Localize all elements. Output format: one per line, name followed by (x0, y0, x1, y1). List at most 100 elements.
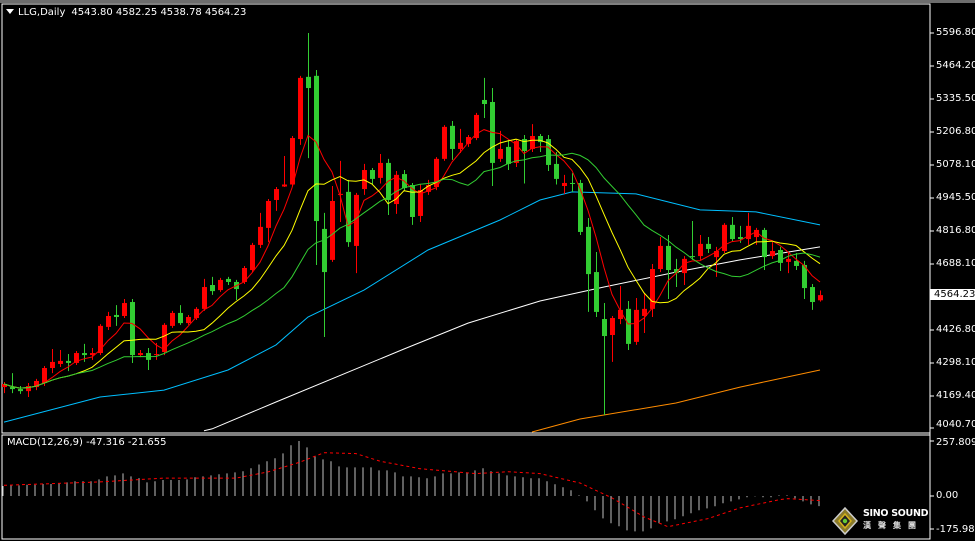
candle-down (234, 279, 239, 300)
ma-10-line (3, 138, 821, 389)
candle-body (730, 224, 735, 240)
candle-body (674, 269, 679, 274)
candle-up (282, 156, 287, 188)
candle-up (98, 324, 103, 356)
candle-down (626, 301, 631, 350)
candle-up (274, 187, 279, 211)
candle-up (26, 382, 31, 397)
candle-down (586, 217, 591, 312)
candle-up (442, 125, 447, 161)
macd-tick: 0.00 (936, 490, 959, 501)
macd-panel-frame (1, 434, 931, 540)
candle-body (442, 126, 447, 159)
candle-down (490, 88, 495, 187)
candle-body (450, 125, 455, 149)
candle-up (298, 75, 303, 145)
candles (2, 32, 823, 415)
candle-down (810, 283, 815, 310)
candle-body (458, 142, 463, 149)
candle-body (770, 250, 775, 257)
candle-up (642, 292, 647, 333)
candle-up (106, 311, 111, 330)
candle-down (706, 237, 711, 254)
candle-up (458, 128, 463, 154)
candle-body (586, 226, 591, 275)
candle-body (314, 75, 319, 222)
candle-up (90, 347, 95, 360)
candle-body (282, 184, 287, 187)
ma-20-line (3, 152, 821, 389)
candle-body (306, 76, 311, 89)
candle-down (114, 305, 119, 326)
candle-up (162, 323, 167, 356)
candle-body (154, 354, 159, 356)
candle-body (50, 361, 55, 369)
candle-body (226, 278, 231, 282)
candle-body (210, 285, 215, 292)
price-tick: 5335.50 (936, 93, 975, 104)
logo-text: SINO SOUND (863, 508, 929, 519)
candle-body (434, 158, 439, 188)
candle-body (754, 229, 759, 238)
ma-5-line (3, 129, 821, 389)
candle-body (626, 308, 631, 344)
candle-up (722, 223, 727, 254)
candle-body (562, 182, 567, 187)
candle-body (194, 308, 199, 319)
candle-body (602, 319, 607, 337)
candle-up (378, 154, 383, 184)
axis-ticks (929, 4, 934, 539)
candle-body (426, 184, 431, 192)
candle-up (394, 171, 399, 214)
candle-body (338, 193, 343, 195)
candle-up (266, 198, 271, 243)
candle-body (114, 314, 119, 317)
ma-120-line (203, 246, 821, 432)
candle-up (418, 184, 423, 223)
candle-up (218, 277, 223, 292)
macd-tick: 257.809 (936, 437, 975, 448)
short-moving-averages (3, 129, 821, 389)
candle-body (474, 114, 479, 139)
candle-body (482, 99, 487, 105)
candle-down (802, 260, 807, 299)
candle-body (2, 384, 7, 388)
candle-up (290, 136, 295, 187)
candle-body (498, 148, 503, 159)
candle-body (746, 225, 751, 240)
candle-down (482, 77, 487, 118)
candle-up (634, 297, 639, 345)
candle-up (746, 212, 751, 245)
candle-body (410, 184, 415, 217)
candle-down (602, 303, 607, 415)
candle-down (322, 212, 327, 338)
price-tick: 5078.10 (936, 159, 975, 170)
candle-up (74, 351, 79, 365)
candle-down (178, 305, 183, 325)
candle-body (82, 353, 87, 356)
candle-body (794, 260, 799, 266)
candle-down (666, 235, 671, 299)
candle-down (506, 140, 511, 171)
candle-body (642, 308, 647, 316)
candle-down (794, 253, 799, 271)
candle-down (10, 373, 15, 394)
candle-up (426, 179, 431, 195)
ma-250-line (531, 369, 821, 433)
candle-body (530, 136, 535, 149)
candle-body (274, 189, 279, 200)
candle-up (186, 314, 191, 325)
chart-header: LLG,Daily 4543.80 4582.25 4538.78 4564.23 (6, 7, 246, 18)
candle-body (810, 287, 815, 303)
candle-body (18, 389, 23, 392)
candle-body (290, 138, 295, 185)
candle-body (658, 245, 663, 270)
candle-body (186, 316, 191, 324)
logo-chinese-text: 漢聲集團 (863, 521, 923, 530)
candle-body (322, 228, 327, 273)
candle-body (66, 360, 71, 363)
dropdown-triangle-icon[interactable] (6, 9, 14, 14)
candle-body (714, 250, 719, 258)
candle-down (690, 221, 695, 260)
